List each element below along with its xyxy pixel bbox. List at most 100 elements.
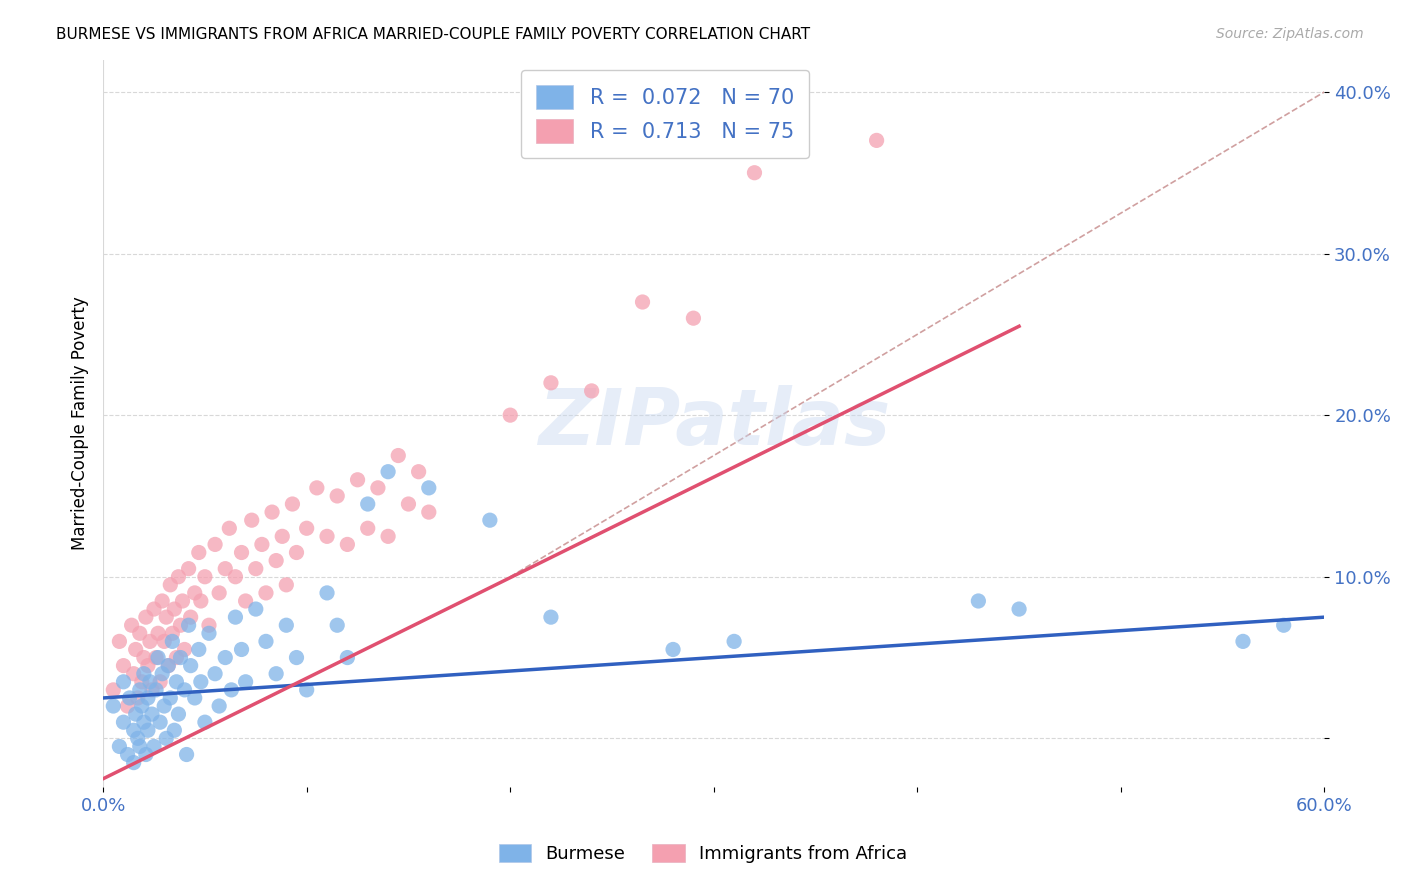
Point — [214, 562, 236, 576]
Point — [967, 594, 990, 608]
Point — [631, 295, 654, 310]
Point — [118, 690, 141, 705]
Point — [540, 376, 562, 390]
Point — [135, 747, 157, 762]
Point — [540, 610, 562, 624]
Point — [127, 690, 149, 705]
Point — [662, 642, 685, 657]
Point — [131, 674, 153, 689]
Point — [235, 594, 257, 608]
Point — [190, 594, 212, 608]
Point — [146, 626, 169, 640]
Point — [141, 682, 163, 697]
Point — [117, 699, 139, 714]
Point — [231, 545, 253, 559]
Point — [194, 715, 217, 730]
Point — [204, 537, 226, 551]
Point — [250, 537, 273, 551]
Point — [316, 586, 339, 600]
Point — [117, 747, 139, 762]
Point — [276, 578, 298, 592]
Text: Source: ZipAtlas.com: Source: ZipAtlas.com — [1216, 27, 1364, 41]
Point — [357, 521, 380, 535]
Point — [149, 715, 172, 730]
Point — [122, 756, 145, 770]
Point — [139, 674, 162, 689]
Point — [162, 634, 184, 648]
Point — [194, 570, 217, 584]
Point — [723, 634, 745, 648]
Point — [173, 642, 195, 657]
Point — [163, 723, 186, 738]
Point — [190, 674, 212, 689]
Y-axis label: Married-Couple Family Poverty: Married-Couple Family Poverty — [72, 296, 89, 550]
Point — [367, 481, 389, 495]
Point — [122, 723, 145, 738]
Point — [224, 570, 246, 584]
Point — [169, 650, 191, 665]
Point — [157, 658, 180, 673]
Point — [264, 553, 287, 567]
Text: ZIPatlas: ZIPatlas — [537, 385, 890, 461]
Point — [128, 682, 150, 697]
Point — [136, 723, 159, 738]
Point — [276, 618, 298, 632]
Point — [121, 618, 143, 632]
Point — [145, 682, 167, 697]
Point — [214, 650, 236, 665]
Point — [132, 715, 155, 730]
Point — [125, 642, 148, 657]
Point — [198, 618, 221, 632]
Point — [262, 505, 284, 519]
Point — [336, 650, 359, 665]
Point — [159, 578, 181, 592]
Point — [187, 545, 209, 559]
Point — [153, 634, 176, 648]
Point — [108, 739, 131, 754]
Point — [183, 690, 205, 705]
Point — [198, 626, 221, 640]
Point — [271, 529, 294, 543]
Point — [254, 586, 277, 600]
Point — [128, 626, 150, 640]
Point — [231, 642, 253, 657]
Point — [139, 634, 162, 648]
Point — [221, 682, 243, 697]
Point — [162, 626, 184, 640]
Point — [180, 658, 202, 673]
Point — [187, 642, 209, 657]
Point — [136, 690, 159, 705]
Point — [336, 537, 359, 551]
Point — [264, 666, 287, 681]
Point — [167, 707, 190, 722]
Point — [108, 634, 131, 648]
Point — [143, 739, 166, 754]
Point — [169, 618, 191, 632]
Point — [1232, 634, 1254, 648]
Point — [159, 690, 181, 705]
Point — [285, 650, 308, 665]
Point — [163, 602, 186, 616]
Point — [141, 707, 163, 722]
Point — [204, 666, 226, 681]
Point — [408, 465, 430, 479]
Point — [122, 666, 145, 681]
Point — [224, 610, 246, 624]
Point — [132, 666, 155, 681]
Point — [172, 594, 194, 608]
Point — [131, 699, 153, 714]
Point — [326, 618, 349, 632]
Legend: R =  0.072   N = 70, R =  0.713   N = 75: R = 0.072 N = 70, R = 0.713 N = 75 — [522, 70, 808, 158]
Point — [377, 529, 399, 543]
Point — [176, 747, 198, 762]
Point — [398, 497, 420, 511]
Point — [326, 489, 349, 503]
Point — [418, 481, 440, 495]
Point — [418, 505, 440, 519]
Point — [305, 481, 328, 495]
Point — [153, 699, 176, 714]
Text: BURMESE VS IMMIGRANTS FROM AFRICA MARRIED-COUPLE FAMILY POVERTY CORRELATION CHAR: BURMESE VS IMMIGRANTS FROM AFRICA MARRIE… — [56, 27, 810, 42]
Point — [581, 384, 603, 398]
Point — [149, 674, 172, 689]
Point — [377, 465, 399, 479]
